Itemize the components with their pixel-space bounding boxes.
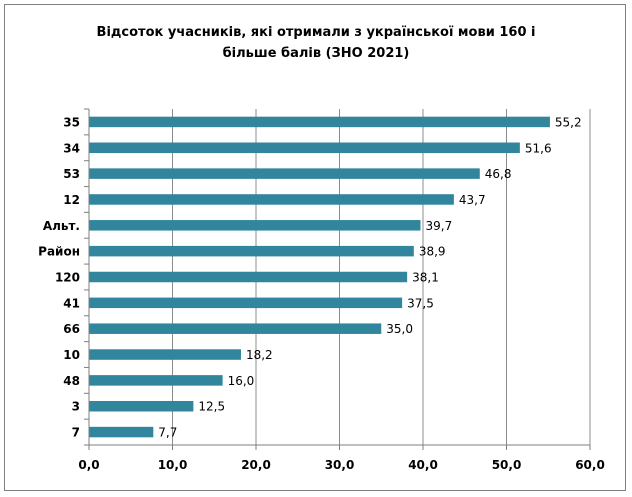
bar [89, 194, 454, 205]
category-label: 35 [63, 115, 80, 129]
bar [89, 323, 382, 334]
category-label: 120 [55, 271, 80, 285]
category-label: 7 [72, 426, 80, 440]
data-label: 37,5 [407, 296, 434, 310]
bar [89, 349, 241, 360]
data-label: 51,6 [525, 141, 552, 155]
category-label: 48 [63, 374, 80, 388]
bar [89, 245, 414, 257]
axis-layer [84, 108, 591, 450]
category-label: Альт. [43, 219, 80, 233]
x-tick-label: 10,0 [158, 458, 188, 472]
category-label: 34 [63, 141, 80, 155]
x-tick-label: 50,0 [492, 458, 522, 472]
data-label: 38,1 [412, 271, 439, 285]
data-label: 16,0 [228, 374, 255, 388]
data-label: 18,2 [246, 348, 273, 362]
bar [89, 168, 480, 179]
x-tick-label: 40,0 [408, 458, 438, 472]
data-label: 38,9 [419, 245, 446, 259]
bar [89, 271, 408, 283]
bar [89, 375, 223, 386]
category-label: 41 [63, 296, 80, 310]
data-label: 39,7 [425, 219, 452, 233]
bar [89, 116, 550, 128]
category-label: Район [38, 245, 80, 259]
data-label: 12,5 [198, 400, 225, 414]
x-tick-label: 30,0 [325, 458, 355, 472]
bar [89, 297, 403, 309]
data-label: 43,7 [459, 193, 486, 207]
chart-title: Відсоток учасників, які отримали з украї… [0, 22, 632, 64]
category-label: 10 [63, 348, 80, 362]
x-tick-label: 20,0 [241, 458, 271, 472]
data-label: 35,0 [386, 322, 413, 336]
bar [89, 142, 520, 154]
bar [89, 426, 154, 438]
bar [89, 220, 421, 231]
data-label: 7,7 [158, 426, 177, 440]
x-tick-label: 0,0 [78, 458, 99, 472]
bar [89, 400, 194, 412]
category-label: 12 [63, 193, 80, 207]
chart-title-line-1: Відсоток учасників, які отримали з украї… [96, 25, 536, 40]
x-tick-label: 60,0 [575, 458, 605, 472]
category-label: 3 [72, 400, 80, 414]
category-label: 53 [63, 167, 80, 181]
data-label: 46,8 [485, 167, 512, 181]
chart-title-line-2: більше балів (ЗНО 2021) [222, 46, 410, 61]
category-label: 66 [63, 322, 80, 336]
bar-layer [89, 116, 550, 438]
label-layer: 0,0 10,0 20,0 30,0 40,0 50,0 60,0 35 55,2 34 51,6 5… [38, 115, 605, 472]
data-label: 55,2 [555, 115, 582, 129]
